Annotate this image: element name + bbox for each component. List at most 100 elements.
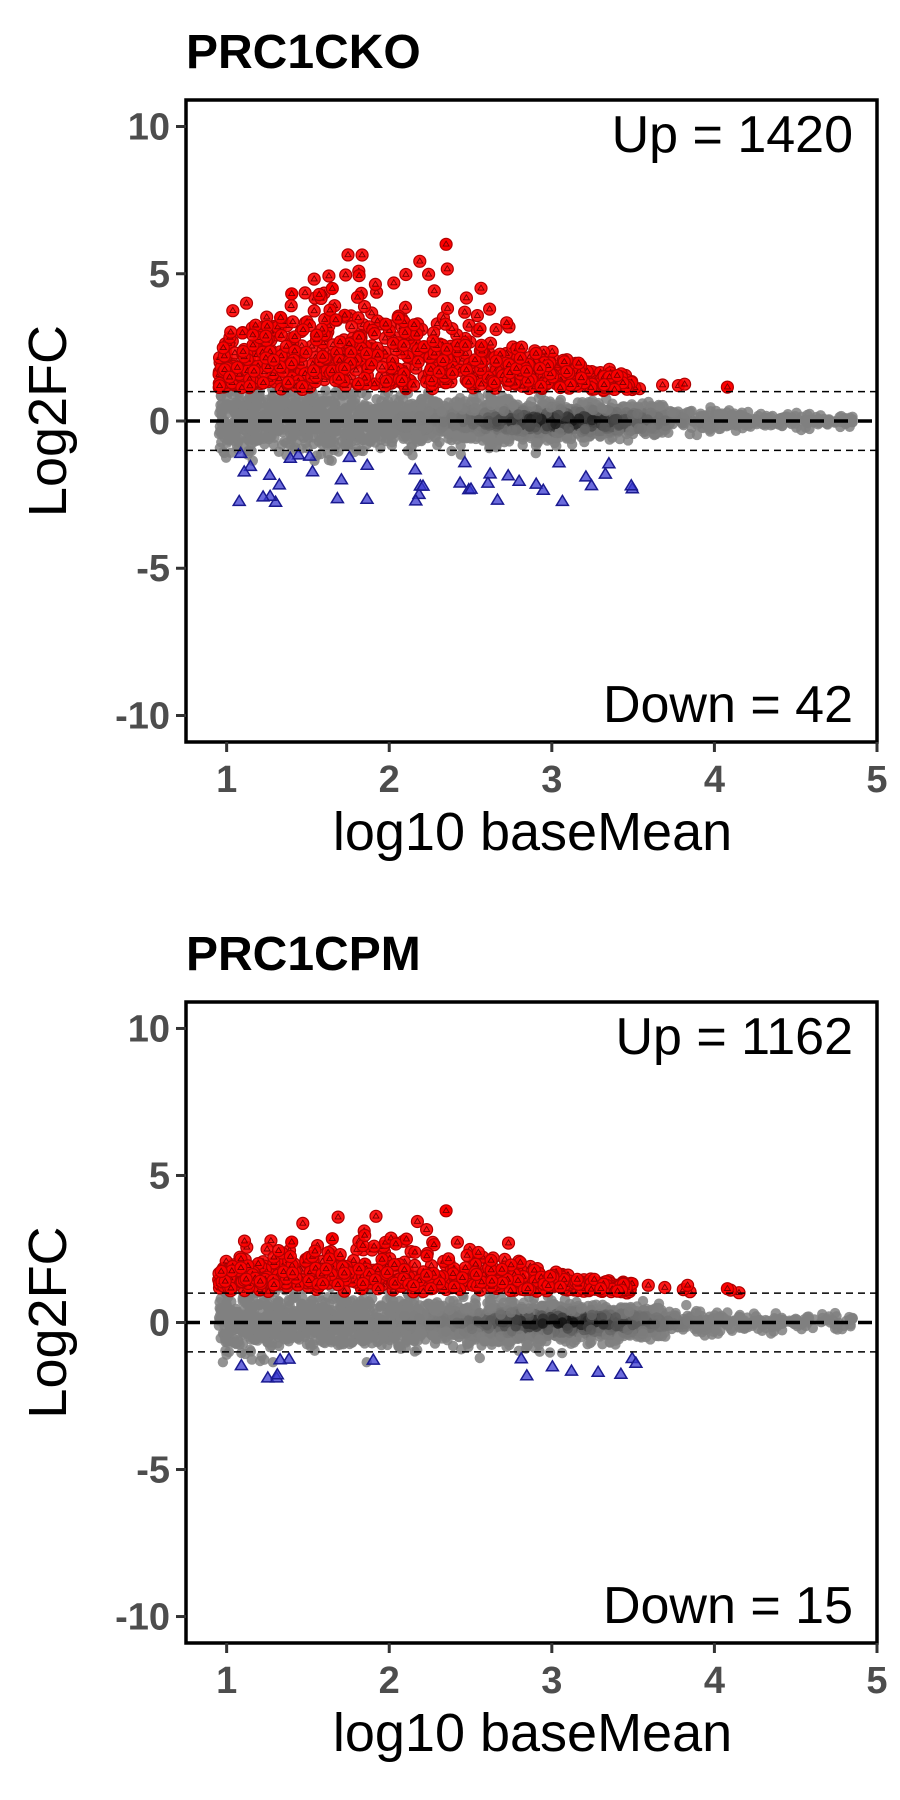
up-point-triangle <box>583 367 591 374</box>
ns-point <box>432 397 443 408</box>
ns-point <box>285 420 296 431</box>
up-point-triangle <box>353 293 362 300</box>
down-point <box>528 476 544 489</box>
up-point <box>295 379 309 394</box>
up-point <box>312 287 326 302</box>
down-point <box>268 494 283 507</box>
up-point-triangle <box>340 311 349 318</box>
ns-point <box>730 425 742 436</box>
ns-point <box>304 394 315 405</box>
up-point <box>500 316 514 330</box>
up-point <box>560 365 574 379</box>
up-point <box>307 304 321 318</box>
up-point-triangle <box>354 313 362 321</box>
up-point <box>329 313 343 327</box>
up-point-triangle <box>250 367 258 374</box>
down-point <box>584 478 599 491</box>
down-point <box>233 445 249 459</box>
up-point-triangle <box>462 365 471 373</box>
ns-point <box>423 405 434 417</box>
up-point-triangle <box>277 384 285 392</box>
ns-point <box>452 400 463 412</box>
up-point-triangle <box>516 354 525 361</box>
down-point <box>359 491 375 505</box>
up-point-triangle <box>522 367 531 374</box>
up-point-triangle <box>413 330 421 337</box>
ns-point <box>625 426 636 437</box>
up-point <box>338 361 352 376</box>
up-point-triangle <box>355 271 363 278</box>
up-point <box>223 370 237 384</box>
up-point-triangle <box>299 325 307 333</box>
up-point <box>357 300 372 314</box>
up-point-triangle <box>251 321 260 328</box>
up-point-triangle <box>219 343 228 351</box>
up-point <box>286 315 300 329</box>
ns-point <box>691 429 703 441</box>
up-point-triangle <box>424 270 433 277</box>
up-point <box>720 380 735 394</box>
up-point <box>350 290 365 304</box>
up-point <box>368 277 382 291</box>
up-point-triangle <box>435 368 443 375</box>
up-point-triangle <box>277 351 285 359</box>
ns-point <box>513 409 524 420</box>
up-point-triangle <box>680 380 689 387</box>
down-point <box>330 491 345 504</box>
ns-point <box>666 406 677 418</box>
ns-point <box>632 408 643 419</box>
up-point <box>487 376 501 390</box>
ns-point <box>414 410 425 422</box>
ns-point <box>244 392 255 403</box>
up-point-triangle <box>401 303 410 310</box>
up-point-triangle <box>340 364 349 371</box>
up-point <box>243 379 257 393</box>
up-point-triangle <box>439 356 447 363</box>
up-point-triangle <box>394 314 403 321</box>
up-point-triangle <box>262 313 271 320</box>
ns-point <box>330 440 341 452</box>
up-point-triangle <box>326 306 334 313</box>
up-point-triangle <box>215 381 224 389</box>
up-point <box>332 371 346 385</box>
up-point-triangle <box>287 289 296 297</box>
up-point-triangle <box>441 320 450 327</box>
down-point <box>480 475 496 488</box>
ns-point <box>801 416 812 428</box>
up-point-triangle <box>344 250 352 258</box>
ns-point <box>381 420 392 432</box>
down-count-label: Down = 42 <box>603 676 853 734</box>
ns-point <box>804 408 815 420</box>
up-point <box>288 330 302 344</box>
x-axis-title: log10 baseMean <box>333 802 732 862</box>
ns-point <box>224 426 235 437</box>
up-point-triangle <box>367 308 376 316</box>
up-point <box>529 346 543 360</box>
up-point-triangle <box>310 306 318 314</box>
up-point-triangle <box>658 380 667 388</box>
ns-point <box>484 442 495 454</box>
up-point-triangle <box>347 322 356 329</box>
up-point-triangle <box>442 240 450 247</box>
up-point <box>468 353 482 367</box>
up-point <box>445 366 460 380</box>
up-point-triangle <box>242 299 251 306</box>
ns-point <box>339 439 350 450</box>
up-point-triangle <box>335 374 343 381</box>
up-point-triangle <box>427 365 435 372</box>
y-tick-label: -5 <box>136 548 170 590</box>
up-point-triangle <box>532 349 540 356</box>
up-point <box>344 345 358 359</box>
up-point-triangle <box>249 330 257 338</box>
ns-point <box>370 403 381 414</box>
ns-point <box>508 400 519 412</box>
up-point <box>224 325 238 339</box>
ns-point <box>517 439 528 451</box>
up-point-triangle <box>492 325 500 332</box>
up-point-triangle <box>477 341 486 348</box>
up-point-triangle <box>370 329 379 336</box>
up-point <box>397 338 411 352</box>
down-point <box>302 448 318 461</box>
up-point <box>483 302 497 316</box>
up-point <box>655 378 670 392</box>
